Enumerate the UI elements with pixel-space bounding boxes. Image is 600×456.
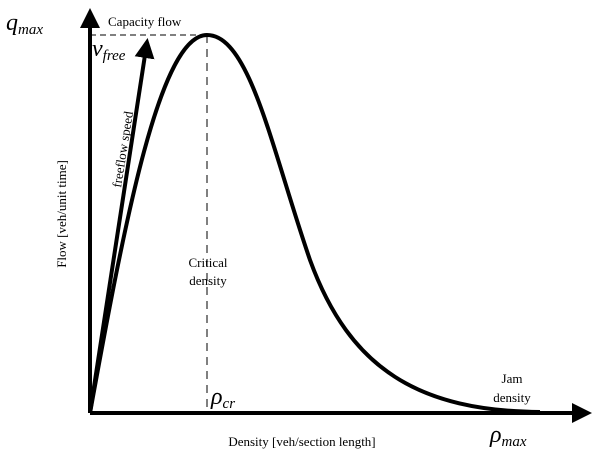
- jam-label-1: Jam: [502, 371, 523, 386]
- critical-label-2: density: [189, 273, 227, 288]
- flow-density-curve: [88, 32, 541, 414]
- jam-label-2: density: [493, 390, 531, 405]
- rho-cr: ρcr: [210, 384, 235, 412]
- v-free: vfree: [92, 36, 126, 64]
- x-axis-label: Density [veh/section length]: [228, 434, 375, 449]
- y-axis-label: Flow [veh/unit time]: [54, 160, 69, 268]
- q-max: qmax: [6, 10, 43, 38]
- capacity-label: Capacity flow: [108, 14, 182, 29]
- critical-label-1: Critical: [189, 255, 228, 270]
- rho-max: ρmax: [489, 422, 527, 450]
